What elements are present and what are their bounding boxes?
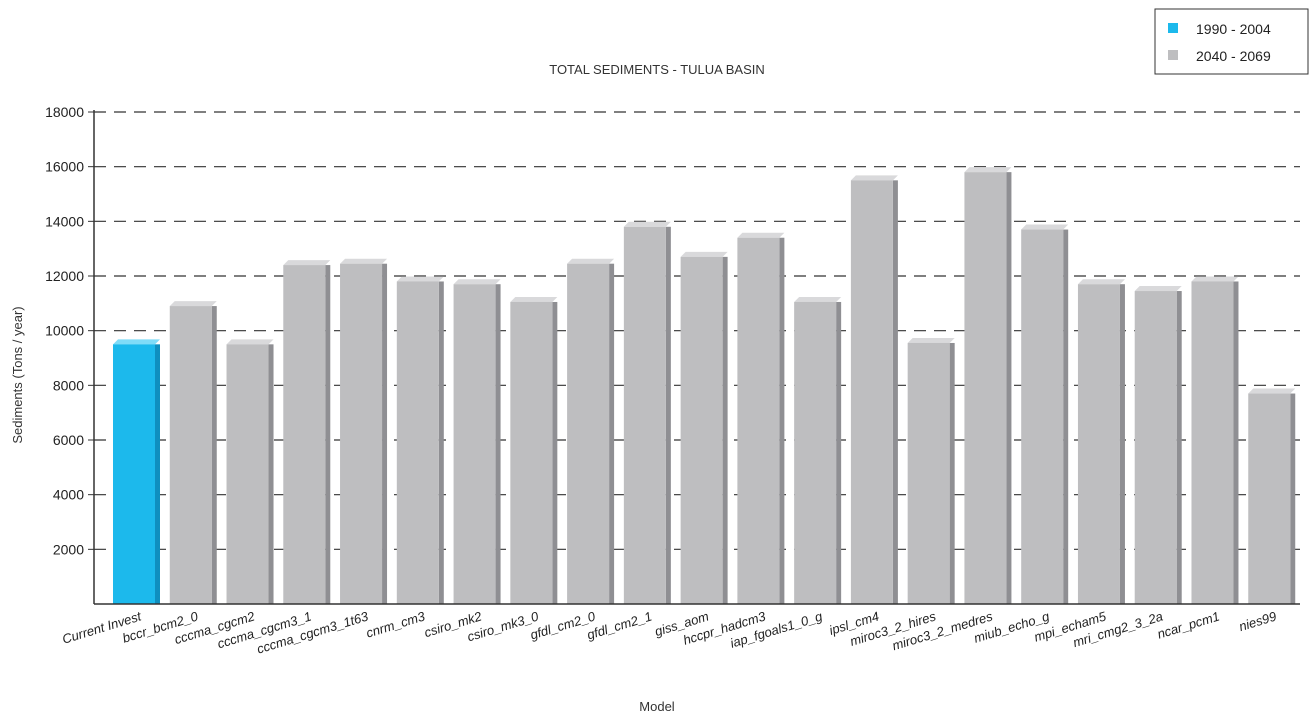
y-tick-labels: 2000 4000 6000 8000 10000 12000 14000 16000 1800… bbox=[45, 104, 84, 557]
bar-top bbox=[1248, 388, 1296, 394]
legend-swatch-2040-2069 bbox=[1168, 50, 1178, 60]
bar bbox=[283, 265, 326, 604]
bar-side bbox=[722, 256, 728, 604]
bar bbox=[226, 344, 269, 604]
bar bbox=[1248, 393, 1291, 604]
bar bbox=[169, 306, 212, 604]
y-tick-label: 10000 bbox=[45, 323, 84, 339]
bar-side bbox=[1233, 281, 1239, 604]
bar-top bbox=[907, 337, 955, 343]
y-tick-label: 4000 bbox=[53, 487, 84, 503]
bar-top bbox=[1191, 276, 1239, 282]
y-tick-label: 12000 bbox=[45, 268, 84, 284]
y-tick-label: 14000 bbox=[45, 213, 84, 229]
bar bbox=[567, 263, 610, 604]
bar bbox=[623, 226, 666, 605]
bar-top bbox=[510, 296, 558, 302]
bar bbox=[737, 237, 780, 604]
legend-swatch-1990-2004 bbox=[1168, 23, 1178, 33]
x-tick-labels: Current Investbccr_bcm2_0cccma_cgcm2cccm… bbox=[60, 608, 1278, 657]
x-tick-label: gfdl_cm2_1 bbox=[585, 609, 654, 643]
bar bbox=[1077, 284, 1120, 604]
bar-side bbox=[495, 284, 501, 604]
legend-frame bbox=[1154, 8, 1309, 75]
bar-side bbox=[609, 263, 615, 604]
y-axis-label: Sediments (Tons / year) bbox=[10, 306, 25, 443]
bar-side bbox=[382, 263, 388, 604]
bar-top bbox=[680, 251, 728, 257]
legend: 1990 - 2004 2040 - 2069 bbox=[1154, 8, 1309, 75]
bar-top bbox=[453, 279, 501, 285]
y-tick-label: 16000 bbox=[45, 159, 84, 175]
bar bbox=[850, 180, 893, 605]
x-tick-label: cnrm_cm3 bbox=[364, 608, 427, 640]
bar-side bbox=[155, 344, 160, 604]
bar-top bbox=[340, 258, 388, 264]
axes bbox=[93, 110, 1300, 605]
bar-side bbox=[325, 265, 331, 604]
bar bbox=[1134, 291, 1177, 604]
bar-top bbox=[283, 260, 331, 266]
bar-side bbox=[1176, 291, 1182, 604]
bar bbox=[1021, 229, 1064, 605]
legend-label-2040-2069: 2040 - 2069 bbox=[1196, 48, 1271, 64]
bar bbox=[340, 263, 383, 604]
x-axis-label: Model bbox=[639, 699, 675, 714]
bar bbox=[1191, 281, 1234, 604]
bar-side bbox=[836, 301, 842, 604]
bar-top bbox=[396, 276, 444, 282]
bar-top bbox=[1021, 224, 1069, 230]
bar-top bbox=[1134, 286, 1182, 292]
bar-top bbox=[737, 232, 785, 238]
bar-top bbox=[567, 258, 615, 264]
bar bbox=[510, 301, 553, 604]
bar-side bbox=[665, 226, 671, 605]
legend-label-1990-2004: 1990 - 2004 bbox=[1196, 21, 1271, 37]
bar bbox=[113, 344, 155, 604]
x-tick-label: ncar_pcm1 bbox=[1155, 609, 1221, 642]
bar bbox=[907, 342, 950, 604]
bar-side bbox=[552, 301, 558, 604]
y-tick-label: 6000 bbox=[53, 432, 84, 448]
y-tick-label: 18000 bbox=[45, 104, 84, 120]
bar-side bbox=[268, 344, 274, 604]
bar-side bbox=[1119, 284, 1125, 604]
bar bbox=[453, 284, 496, 604]
bar bbox=[964, 172, 1007, 604]
bar-side bbox=[892, 180, 898, 605]
bar-top bbox=[113, 339, 160, 345]
x-tick-label: nies99 bbox=[1237, 609, 1278, 635]
bar-top bbox=[964, 167, 1012, 173]
bar bbox=[794, 301, 837, 604]
bar-top bbox=[623, 221, 671, 227]
bar-side bbox=[949, 342, 955, 604]
bar-top bbox=[169, 301, 217, 307]
bar bbox=[396, 281, 439, 604]
y-tick-label: 2000 bbox=[53, 541, 84, 557]
bar-side bbox=[1290, 393, 1296, 604]
bars bbox=[113, 167, 1296, 605]
bar-top bbox=[1077, 279, 1125, 285]
bar-side bbox=[1063, 229, 1069, 605]
chart-title: TOTAL SEDIMENTS - TULUA BASIN bbox=[549, 62, 765, 77]
bar-top bbox=[794, 296, 842, 302]
bar-top bbox=[850, 175, 898, 181]
bar bbox=[680, 256, 723, 604]
bar-top bbox=[226, 339, 274, 345]
bar-side bbox=[211, 306, 217, 604]
y-tick-label: 8000 bbox=[53, 377, 84, 393]
bar-side bbox=[1006, 172, 1012, 604]
bar-side bbox=[779, 237, 785, 604]
bar-side bbox=[438, 281, 444, 604]
